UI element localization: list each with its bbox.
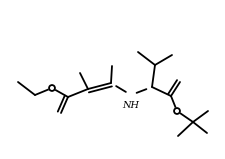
Circle shape <box>49 85 55 91</box>
Circle shape <box>173 108 179 114</box>
Text: NH: NH <box>122 100 139 110</box>
